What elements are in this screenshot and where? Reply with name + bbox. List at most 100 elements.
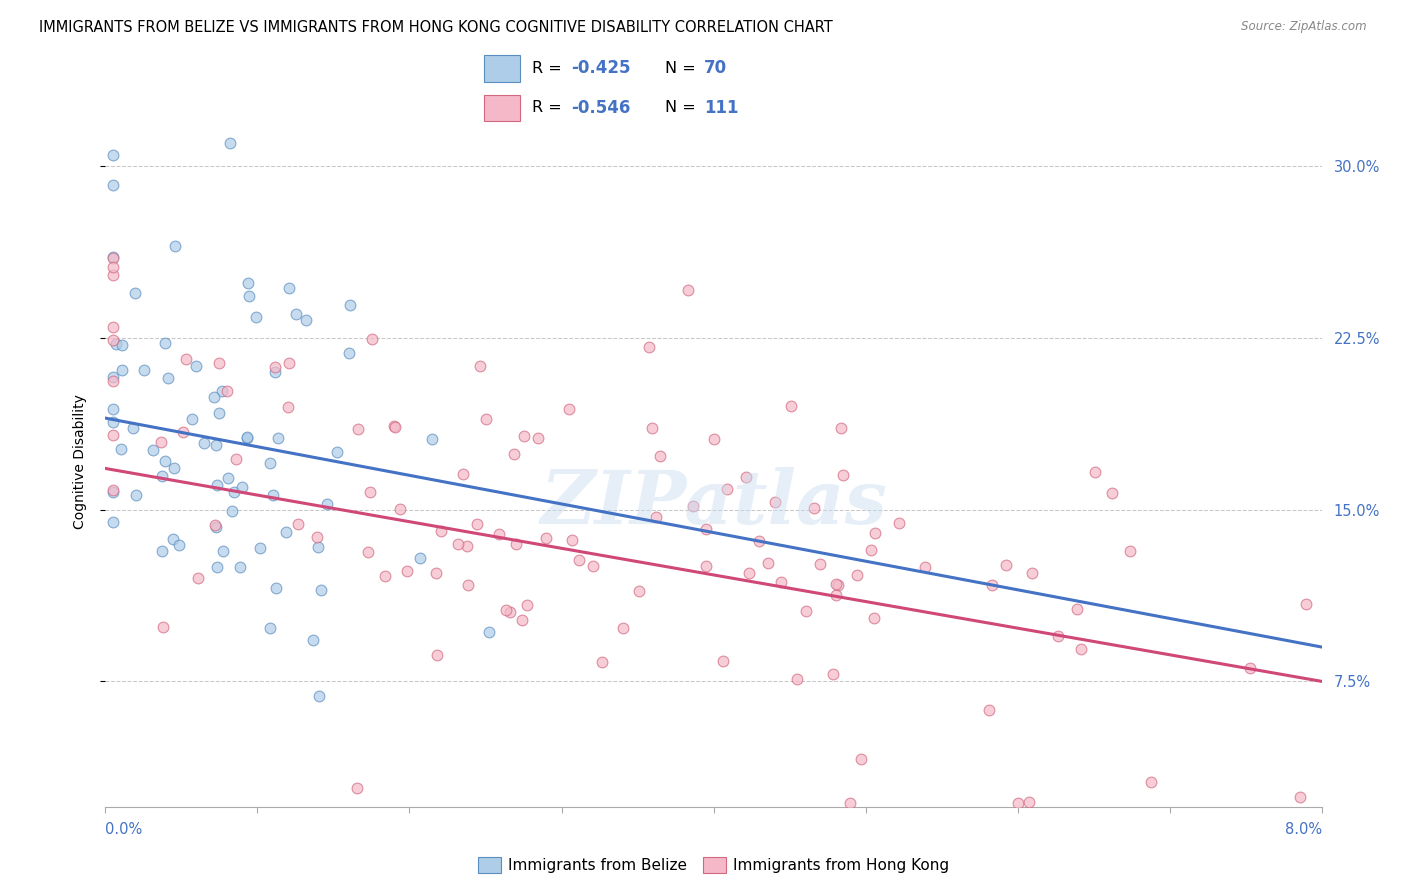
Text: N =: N = bbox=[665, 61, 702, 76]
Point bbox=[101, 415, 124, 429]
Point bbox=[284, 307, 307, 321]
Point bbox=[101, 251, 124, 265]
Point bbox=[105, 336, 128, 351]
Point bbox=[810, 557, 832, 571]
Point bbox=[101, 251, 124, 265]
Point bbox=[101, 268, 124, 282]
Point bbox=[995, 558, 1018, 572]
Point bbox=[163, 460, 186, 475]
Text: R =: R = bbox=[533, 100, 568, 115]
Point bbox=[264, 359, 287, 374]
Point bbox=[125, 488, 148, 502]
Point bbox=[221, 504, 243, 518]
Point bbox=[735, 470, 758, 484]
Point bbox=[1140, 775, 1163, 789]
Text: 0.0%: 0.0% bbox=[105, 822, 142, 838]
Point bbox=[101, 320, 124, 334]
Point bbox=[122, 421, 145, 435]
Point bbox=[420, 432, 443, 446]
Point bbox=[176, 352, 198, 367]
Point bbox=[219, 136, 242, 151]
Point bbox=[1007, 796, 1029, 810]
Point bbox=[132, 363, 155, 377]
Point bbox=[211, 384, 233, 398]
Point bbox=[150, 469, 173, 483]
Point bbox=[193, 436, 215, 450]
Point bbox=[695, 522, 717, 536]
Point bbox=[101, 402, 124, 417]
Text: R =: R = bbox=[533, 61, 568, 76]
Point bbox=[503, 447, 526, 461]
Point bbox=[205, 437, 228, 451]
Point bbox=[495, 603, 517, 617]
Point bbox=[101, 178, 124, 193]
Point bbox=[208, 406, 231, 420]
Point bbox=[101, 148, 124, 162]
Point bbox=[582, 558, 605, 573]
Point bbox=[225, 452, 247, 467]
Point bbox=[152, 620, 174, 634]
Point bbox=[645, 510, 668, 524]
Y-axis label: Cognitive Disability: Cognitive Disability bbox=[73, 394, 87, 529]
Point bbox=[1119, 544, 1142, 558]
Point bbox=[262, 488, 284, 502]
Text: 70: 70 bbox=[704, 59, 727, 78]
Point bbox=[305, 530, 328, 544]
Point bbox=[981, 578, 1004, 592]
Point bbox=[769, 574, 792, 589]
Point bbox=[803, 500, 825, 515]
Point bbox=[1047, 629, 1070, 643]
Point bbox=[374, 569, 396, 583]
Point bbox=[1021, 566, 1043, 580]
Point bbox=[101, 370, 124, 384]
Point bbox=[259, 621, 281, 635]
Point bbox=[825, 576, 848, 591]
Point bbox=[101, 483, 124, 497]
Point bbox=[217, 470, 239, 484]
Point bbox=[395, 564, 418, 578]
Point bbox=[277, 356, 299, 370]
Point bbox=[356, 545, 378, 559]
Point bbox=[568, 553, 591, 567]
Point bbox=[101, 427, 124, 442]
Point bbox=[101, 374, 124, 388]
Point bbox=[229, 559, 252, 574]
Point bbox=[339, 298, 361, 312]
Point bbox=[302, 633, 325, 648]
Point bbox=[236, 430, 259, 444]
Point bbox=[207, 478, 229, 492]
Point bbox=[860, 542, 883, 557]
Point bbox=[124, 286, 146, 301]
Point bbox=[155, 454, 177, 468]
Point bbox=[274, 525, 297, 540]
Point bbox=[287, 517, 309, 532]
Point bbox=[150, 544, 173, 558]
Point bbox=[499, 605, 522, 619]
Point bbox=[326, 444, 349, 458]
Point bbox=[1239, 661, 1261, 675]
Point bbox=[309, 582, 332, 597]
Point bbox=[478, 624, 501, 639]
Point bbox=[205, 559, 228, 574]
Point bbox=[153, 336, 176, 351]
Point bbox=[111, 338, 134, 352]
Point bbox=[384, 420, 406, 434]
Point bbox=[222, 484, 245, 499]
Point bbox=[429, 524, 451, 538]
Point bbox=[558, 401, 581, 416]
Point bbox=[638, 340, 661, 354]
Point bbox=[1070, 641, 1092, 656]
Point bbox=[231, 481, 253, 495]
FancyBboxPatch shape bbox=[484, 55, 520, 82]
Point bbox=[347, 422, 370, 436]
Point bbox=[202, 390, 225, 404]
Point bbox=[711, 654, 734, 668]
Point bbox=[238, 276, 260, 290]
Point bbox=[238, 288, 260, 302]
Point bbox=[591, 655, 613, 669]
Point bbox=[156, 370, 179, 384]
Point bbox=[527, 431, 550, 445]
Point bbox=[149, 434, 172, 449]
Point bbox=[277, 400, 299, 414]
Point bbox=[267, 431, 290, 445]
